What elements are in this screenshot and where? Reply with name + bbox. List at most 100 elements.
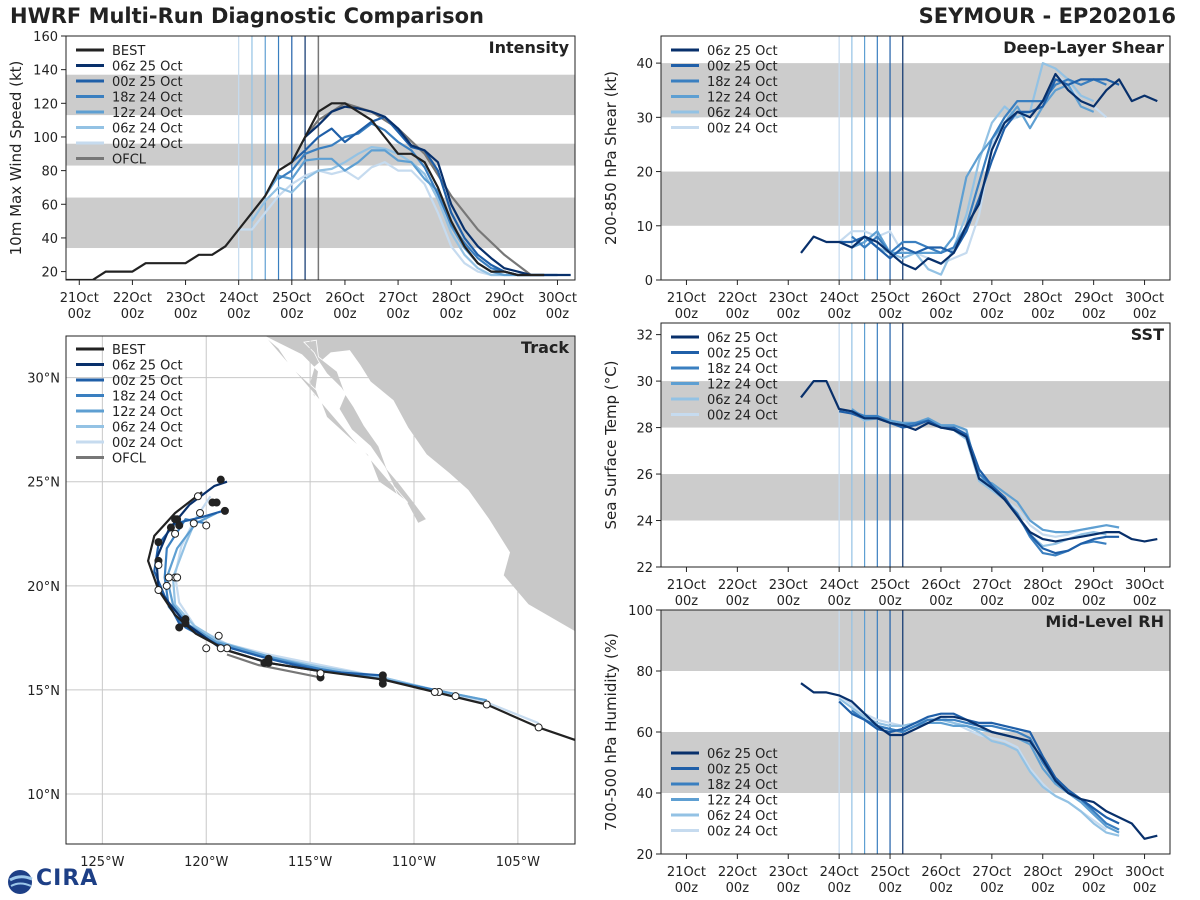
legend-label: 06z 25 Oct — [112, 359, 183, 374]
x-tick-hour: 00z — [546, 307, 570, 322]
x-tick-hour: 00z — [726, 594, 750, 609]
x-tick-hour: 00z — [827, 594, 851, 609]
x-tick-day: 23Oct — [769, 865, 808, 880]
track-marker — [316, 669, 325, 678]
land-baja-california — [264, 336, 428, 524]
legend-label: 12z 24 Oct — [112, 405, 183, 420]
x-tick-hour: 00z — [827, 881, 851, 896]
x-tick-day: 23Oct — [769, 291, 808, 306]
y-tick-label: 40 — [636, 57, 653, 72]
x-tick-day: 27Oct — [972, 578, 1011, 593]
y-tick-label: 120 — [33, 97, 58, 112]
track-marker — [175, 623, 184, 632]
x-tick-day: 24Oct — [820, 865, 859, 880]
x-tick-day: 30Oct — [538, 291, 577, 306]
x-tick-hour: 00z — [440, 307, 464, 322]
y-tick-label: 22 — [636, 561, 653, 576]
plot-area — [661, 36, 1170, 280]
legend-label: 00z 24 Oct — [112, 137, 183, 152]
x-tick-hour: 00z — [878, 881, 902, 896]
shaded-band-2 — [66, 74, 575, 116]
track-marker — [171, 515, 180, 524]
x-tick-hour: 00z — [878, 307, 902, 322]
y-tick-label: 32 — [636, 329, 653, 344]
legend-label: 00z 25 Oct — [707, 60, 778, 75]
x-tick-day: 29Oct — [485, 291, 524, 306]
panel-title: SST — [1131, 325, 1164, 344]
x-tick-hour: 00z — [1133, 881, 1157, 896]
lon-label: 110°W — [392, 855, 436, 870]
x-tick-day: 30Oct — [1125, 291, 1164, 306]
panel-title: Track — [521, 338, 569, 357]
x-tick-hour: 00z — [777, 881, 801, 896]
earth-icon — [8, 870, 33, 894]
panel-track: 10°N 15°N 20°N 25°N 30°N 125°W 120°W 115°W 110°W… — [27, 335, 576, 870]
track-marker — [534, 723, 543, 732]
legend-label: 00z 24 Oct — [707, 122, 778, 137]
x-tick-hour: 00z — [1082, 594, 1106, 609]
y-tick-label: 24 — [636, 515, 653, 530]
legend-label: 00z 25 Oct — [112, 374, 183, 389]
series-line-ofcl — [304, 102, 532, 276]
series-line-06z-25-oct — [800, 72, 1158, 271]
shaded-band-1 — [661, 610, 1170, 671]
x-tick-day: 23Oct — [769, 578, 808, 593]
track-marker — [264, 658, 273, 667]
panel-rh: 2040608010021Oct00z22Oct00z23Oct00z24Oct… — [602, 604, 1171, 896]
y-tick-label: 20 — [636, 848, 653, 863]
panel-intensity: 2040608010012014016021Oct00z22Oct00z23Oc… — [7, 30, 577, 322]
shaded-band-1 — [66, 143, 575, 166]
track-marker — [214, 631, 223, 640]
legend-label: 06z 24 Oct — [707, 809, 778, 824]
plot-area — [66, 36, 575, 280]
shaded-band-1 — [661, 381, 1170, 428]
x-tick-day: 27Oct — [972, 865, 1011, 880]
x-tick-day: 22Oct — [718, 865, 757, 880]
y-tick-label: 30 — [636, 375, 653, 390]
shaded-band-0 — [661, 171, 1170, 226]
x-tick-hour: 00z — [1133, 307, 1157, 322]
x-tick-day: 25Oct — [871, 578, 910, 593]
y-tick-label: 60 — [636, 726, 653, 741]
x-tick-hour: 00z — [280, 307, 304, 322]
x-tick-day: 24Oct — [820, 291, 859, 306]
y-tick-label: 20 — [41, 266, 58, 281]
lat-label: 25°N — [27, 476, 60, 491]
legend-label: 12z 24 Oct — [707, 378, 778, 393]
legend-label: 00z 25 Oct — [707, 347, 778, 362]
panel-title: Mid-Level RH — [1045, 612, 1164, 631]
legend-label: 06z 24 Oct — [707, 106, 778, 121]
track-marker — [154, 561, 163, 570]
series-line-06z-24-oct — [838, 61, 1095, 276]
x-tick-hour: 00z — [68, 307, 92, 322]
track-line-18z-24-oct — [163, 518, 436, 691]
logo-text: CIRA — [36, 866, 99, 891]
series-line-00z-25-oct — [839, 78, 1120, 260]
x-tick-day: 28Oct — [432, 291, 471, 306]
legend-label: 18z 24 Oct — [707, 362, 778, 377]
x-tick-hour: 00z — [174, 307, 198, 322]
series-line-best — [66, 102, 545, 280]
x-tick-hour: 00z — [1133, 594, 1157, 609]
x-tick-day: 29Oct — [1074, 578, 1113, 593]
legend-label: 06z 25 Oct — [112, 60, 183, 75]
legend-label: 18z 24 Oct — [112, 390, 183, 405]
plot-frame — [660, 322, 1171, 568]
lon-label: 105°W — [496, 855, 540, 870]
x-tick-hour: 00z — [1031, 594, 1055, 609]
x-tick-day: 22Oct — [718, 578, 757, 593]
series-line-12z-24-oct — [851, 83, 1095, 254]
map-area — [66, 336, 575, 844]
x-tick-day: 21Oct — [667, 291, 706, 306]
x-tick-hour: 00z — [333, 307, 357, 322]
x-tick-day: 24Oct — [219, 291, 258, 306]
y-tick-label: 10 — [636, 220, 653, 235]
lat-label: 20°N — [27, 580, 60, 595]
lon-label: 125°W — [80, 855, 124, 870]
y-axis-label: Sea Surface Temp (°C) — [602, 360, 620, 529]
legend-label: 06z 25 Oct — [707, 747, 778, 762]
lat-label: 15°N — [27, 684, 60, 699]
track-line-00z-24-oct — [174, 495, 540, 725]
